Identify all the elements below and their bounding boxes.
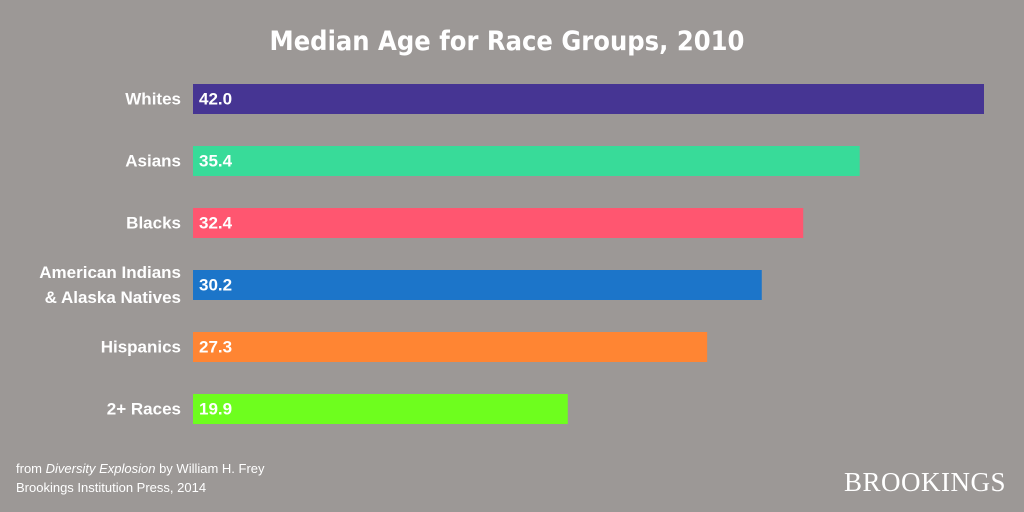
source-prefix: from <box>16 461 42 476</box>
chart-title: Median Age for Race Groups, 2010 <box>269 26 745 57</box>
category-label: 2+ Races <box>106 399 181 419</box>
value-label: 27.3 <box>199 337 232 356</box>
bar <box>193 394 568 424</box>
source-publisher: Brookings Institution Press, 2014 <box>16 480 207 495</box>
source-line: from Diversity Explosion by William H. F… <box>16 461 265 476</box>
category-label: Asians <box>125 151 181 171</box>
value-label: 32.4 <box>199 213 233 232</box>
bar <box>193 146 860 176</box>
category-label: Hispanics <box>100 337 181 357</box>
category-label: American Indians & Alaska Natives <box>39 263 181 307</box>
source-book: Diversity Explosion <box>45 461 156 476</box>
value-label: 35.4 <box>199 151 233 170</box>
bar <box>193 270 762 300</box>
category-label: Whites <box>125 89 181 109</box>
value-label: 30.2 <box>199 275 232 294</box>
value-label: 19.9 <box>199 399 232 418</box>
category-label: Blacks <box>126 213 181 233</box>
bar <box>193 332 708 362</box>
bar <box>193 84 984 114</box>
source-suffix: by William H. Frey <box>159 461 265 476</box>
value-label: 42.0 <box>199 89 232 108</box>
bar <box>193 208 804 238</box>
logo: BROOKINGS <box>843 467 1006 497</box>
